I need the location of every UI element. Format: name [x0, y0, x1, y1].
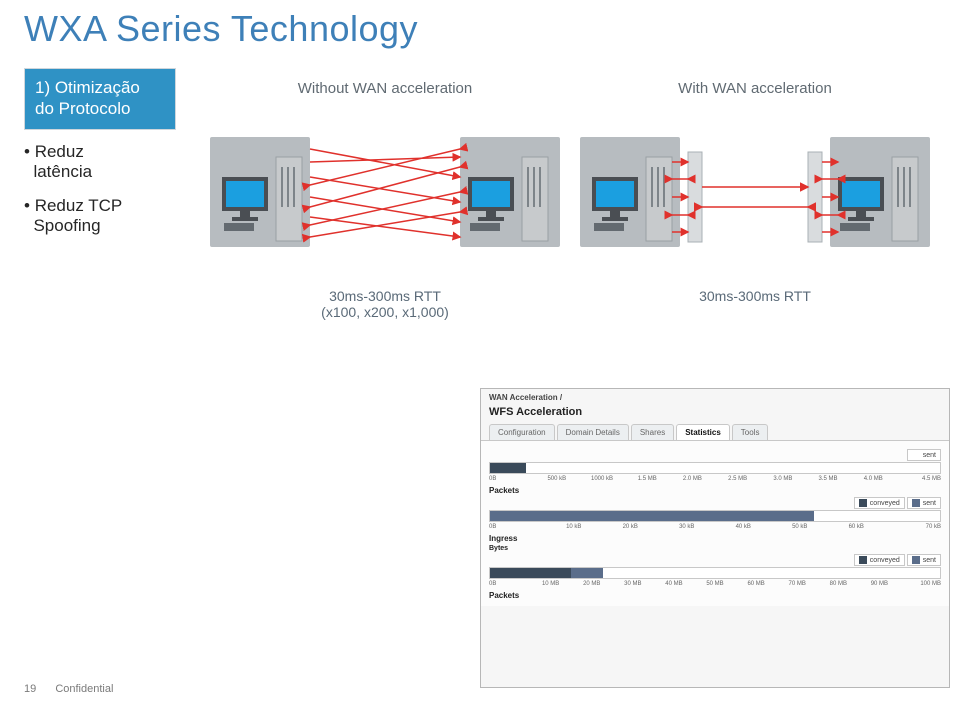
page-title: WXA Series Technology — [24, 8, 418, 50]
wfs-axis-2: 0B10 MB20 MB30 MB40 MB50 MB60 MB70 MB80 … — [489, 581, 941, 587]
legend-sent: sent — [907, 449, 941, 461]
legend-conveyed: conveyed — [854, 554, 905, 566]
wfs-bar-2 — [489, 567, 941, 579]
sidebar-heading-line2: do Protocolo — [35, 99, 130, 118]
sidebar-heading-line1: 1) Otimização — [35, 78, 140, 97]
legend-sent: sent — [907, 554, 941, 566]
diagram-caption-with: With WAN acceleration — [580, 80, 930, 97]
bar-segment — [490, 568, 571, 578]
diagram-caption-without: Without WAN acceleration — [210, 80, 560, 97]
bar-segment — [490, 463, 526, 473]
diagram-without: Without WAN acceleration — [210, 80, 560, 340]
sidebar-heading-box: 1) Otimização do Protocolo — [24, 68, 176, 130]
legend-sent: sent — [907, 497, 941, 509]
wfs-section-packets: Packets — [489, 486, 941, 495]
bar-segment — [490, 511, 814, 521]
wfs-tab-tools[interactable]: Tools — [732, 424, 769, 440]
wfs-legend: conveyed sent — [489, 497, 941, 509]
diagram-without-svg — [210, 107, 560, 277]
wfs-tab-statistics[interactable]: Statistics — [676, 424, 730, 440]
wfs-title: WFS Acceleration — [481, 406, 949, 424]
wfs-legend: sent — [489, 449, 941, 461]
wfs-section-packets-2: Packets — [489, 591, 941, 600]
confidential-label: Confidential — [55, 683, 113, 695]
wfs-bar-1 — [489, 510, 941, 522]
wfs-tab-configuration[interactable]: Configuration — [489, 424, 555, 440]
bullet-item: Reduz latência — [24, 142, 176, 182]
legend-conveyed: conveyed — [854, 497, 905, 509]
wfs-body: sent 0B500 kB1000 kB1.5 MB2.0 MB2.5 MB3.… — [481, 441, 949, 606]
wfs-legend: conveyed sent — [489, 554, 941, 566]
diagram-with-svg — [580, 107, 930, 277]
wfs-axis-0: 0B500 kB1000 kB1.5 MB2.0 MB2.5 MB3.0 MB3… — [489, 476, 941, 482]
bar-segment — [571, 568, 603, 578]
sidebar-bullets: Reduz latência Reduz TCP Spoofing — [24, 134, 176, 250]
wan-diagram: Without WAN acceleration — [210, 80, 930, 340]
slide-footer: 19 Confidential — [24, 683, 113, 695]
bullet-item: Reduz TCP Spoofing — [24, 196, 176, 236]
wfs-panel: WAN Acceleration / WFS Acceleration Conf… — [480, 388, 950, 688]
wfs-section-bytes: Bytes — [489, 545, 941, 552]
slide: WXA Series Technology 1) Otimização do P… — [0, 0, 960, 709]
wfs-bar-0 — [489, 462, 941, 474]
wfs-tabs: Configuration Domain Details Shares Stat… — [481, 424, 949, 441]
wfs-tab-domain-details[interactable]: Domain Details — [557, 424, 629, 440]
wfs-breadcrumb: WAN Acceleration / — [481, 389, 949, 406]
wfs-section-ingress: Ingress — [489, 534, 941, 543]
rtt-label-without: 30ms-300ms RTT (x100, x200, x1,000) — [295, 288, 475, 320]
page-number: 19 — [24, 683, 36, 695]
rtt-label-with: 30ms-300ms RTT — [665, 288, 845, 304]
wfs-axis-1: 0B10 kB20 kB30 kB40 kB50 kB60 kB70 kB — [489, 524, 941, 530]
wfs-tab-shares[interactable]: Shares — [631, 424, 674, 440]
diagram-with: With WAN acceleration — [580, 80, 930, 340]
